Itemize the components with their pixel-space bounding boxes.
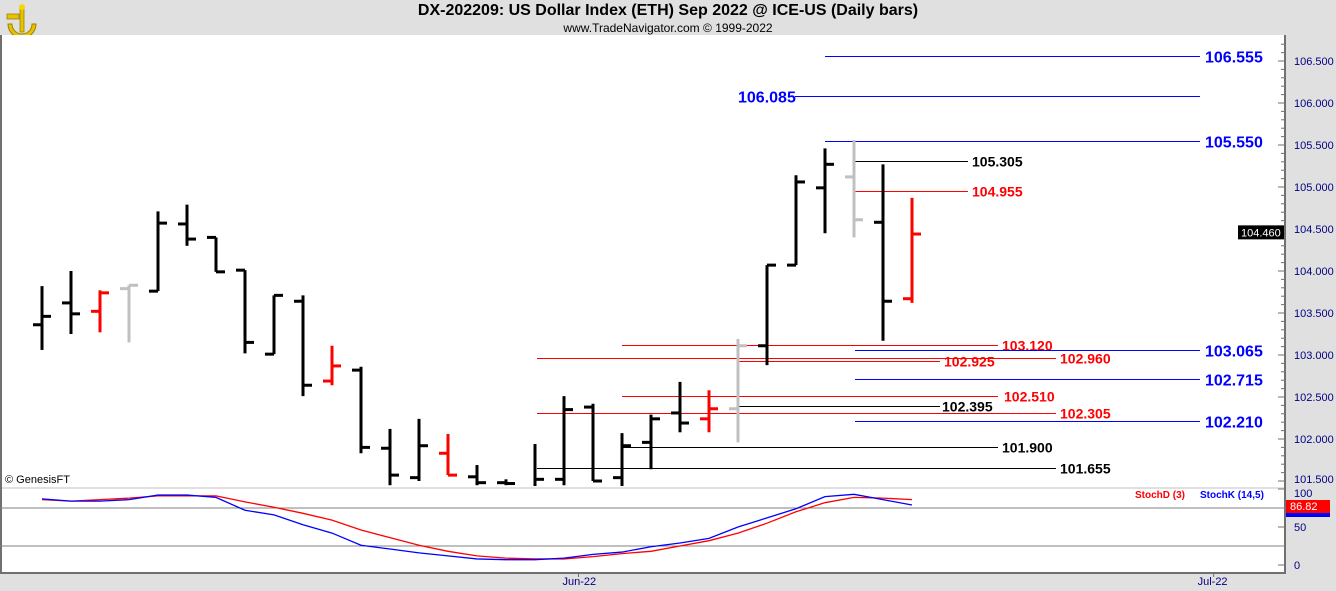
- level-label: 101.655: [1060, 461, 1111, 477]
- ohlc-bar: [381, 428, 399, 486]
- ohlc-bar: [294, 295, 312, 397]
- x-tick-label: Jun-22: [563, 576, 597, 588]
- level-label: 102.925: [944, 354, 995, 370]
- ohlc-bar: [903, 197, 921, 303]
- chart-title: DX-202209: US Dollar Index (ETH) Sep 202…: [417, 2, 919, 19]
- legend-label: StochK (14,5): [1200, 490, 1264, 501]
- ohlc-bar: [497, 479, 515, 486]
- level-label: 102.395: [942, 399, 993, 415]
- price-panel: [0, 35, 1285, 487]
- y-tick-label: 102.000: [1294, 434, 1334, 446]
- chart-subtitle: www.TradeNavigator.com © 1999-2022: [563, 21, 773, 35]
- ohlc-bar: [758, 263, 776, 366]
- ohlc-bar: [671, 381, 689, 433]
- y-tick-label: 103.000: [1294, 350, 1334, 362]
- y-tick-label: 100: [1294, 488, 1312, 500]
- ohlc-bar: [120, 283, 138, 343]
- ohlc-bar: [439, 433, 457, 477]
- y-tick-label: 104.500: [1294, 224, 1334, 236]
- level-label: 106.555: [1205, 50, 1263, 67]
- y-tick-label: 105.500: [1294, 140, 1334, 152]
- last-price-label: 104.460: [1241, 227, 1281, 239]
- ohlc-bar: [700, 390, 718, 433]
- ohlc-bar: [642, 414, 660, 470]
- level-label: 106.085: [738, 90, 796, 107]
- ohlc-bar: [207, 235, 225, 274]
- ohlc-bar: [323, 345, 341, 386]
- level-label: 103.065: [1205, 344, 1263, 361]
- level-label: 102.305: [1060, 406, 1111, 422]
- level-label: 104.955: [972, 184, 1023, 200]
- stoch-series-line: [41, 495, 913, 560]
- ohlc-bar: [729, 339, 747, 443]
- y-tick-label: 102.500: [1294, 392, 1334, 404]
- ohlc-bar: [533, 444, 544, 486]
- y-tick-label: 105.000: [1294, 182, 1334, 194]
- ohlc-bar: [874, 164, 892, 341]
- y-tick-label: 103.500: [1294, 308, 1334, 320]
- ohlc-bar: [613, 433, 631, 486]
- level-label: 102.510: [1004, 389, 1055, 405]
- level-label: 102.960: [1060, 351, 1111, 367]
- ohlc-bar: [236, 268, 254, 354]
- ohlc-bar: [410, 418, 428, 481]
- ohlc-bar: [91, 290, 109, 333]
- stoch-panel: [0, 489, 1285, 573]
- ohlc-bar: [33, 286, 51, 350]
- ohlc-bar: [149, 211, 167, 293]
- y-tick-label: 104.000: [1294, 266, 1334, 278]
- legend-label: StochD (3): [1135, 490, 1185, 501]
- ohlc-bar: [352, 366, 370, 454]
- ohlc-bar: [584, 403, 602, 483]
- level-label: 101.900: [1002, 440, 1053, 456]
- y-tick-label: 106.000: [1294, 98, 1334, 110]
- level-label: 105.550: [1205, 135, 1263, 152]
- ohlc-bar: [845, 139, 863, 238]
- ohlc-bar: [62, 271, 80, 334]
- level-label: 103.120: [1002, 338, 1053, 354]
- last-price-box: [1238, 225, 1284, 240]
- stochk-last-marker: [1286, 513, 1330, 517]
- level-label: 102.715: [1205, 373, 1263, 390]
- level-label: 102.210: [1205, 415, 1263, 432]
- level-label: 105.305: [972, 154, 1023, 170]
- y-tick-label: 0: [1294, 560, 1300, 572]
- last-value-label: 86.82: [1290, 501, 1318, 513]
- ohlc-bar: [468, 465, 486, 486]
- x-tick-label: Jul-22: [1198, 576, 1228, 588]
- ohlc-bar: [555, 396, 573, 486]
- stoch-series-line: [41, 493, 913, 561]
- copyright-watermark: © GenesisFT: [5, 474, 70, 486]
- y-tick-label: 101.500: [1294, 474, 1334, 486]
- y-tick-label: 50: [1294, 522, 1306, 534]
- ohlc-bar: [787, 175, 805, 267]
- ohlc-bar: [265, 293, 283, 356]
- last-value-box: [1286, 500, 1330, 513]
- ohlc-bar: [816, 148, 834, 234]
- y-tick-label: 106.500: [1294, 56, 1334, 68]
- ohlc-bar: [178, 204, 196, 246]
